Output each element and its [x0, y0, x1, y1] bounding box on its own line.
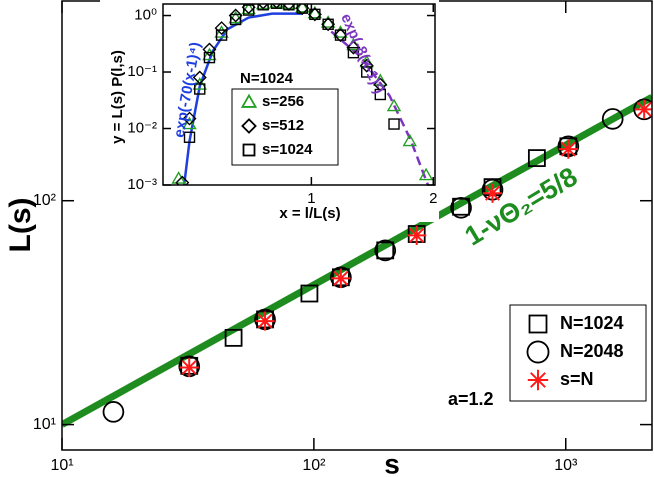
marker-square — [242, 4, 255, 16]
marker-square — [361, 66, 373, 78]
marker-diamond — [295, 4, 310, 16]
y-tick-label: 10⁻¹ — [127, 63, 157, 80]
y-axis-label: L(s) — [4, 198, 37, 253]
x-tick-label: 2 — [429, 190, 437, 207]
marker-star — [634, 99, 652, 119]
marker-triangle — [373, 73, 388, 86]
marker-diamond — [257, 4, 269, 10]
marker-square — [527, 149, 546, 168]
marker-circle — [102, 401, 125, 423]
marker-square — [183, 131, 196, 143]
marker-square — [224, 328, 243, 347]
marker-diamond — [373, 77, 388, 92]
legend-marker — [242, 143, 256, 157]
marker-triangle — [402, 133, 417, 147]
legend-marker — [527, 369, 549, 391]
legend-label: s=1024 — [262, 141, 313, 158]
marker-square — [194, 83, 206, 95]
marker-diamond — [175, 175, 190, 185]
marker-square — [347, 46, 360, 59]
marker-square — [257, 4, 269, 11]
marker-star — [255, 311, 275, 331]
marker-square — [215, 29, 228, 41]
marker-square — [296, 4, 309, 14]
marker-diamond — [202, 42, 217, 57]
marker-circle — [374, 239, 397, 262]
marker-square — [322, 18, 334, 30]
y-tick-label: 10⁻³ — [127, 176, 157, 193]
marker-triangle — [281, 4, 297, 10]
marker-square — [376, 241, 395, 260]
annotation: a=1.2 — [448, 389, 494, 409]
marker-diamond — [321, 17, 336, 32]
curve — [330, 30, 430, 185]
legend-marker — [528, 314, 548, 334]
plot-frame — [162, 3, 436, 186]
marker-circle — [450, 196, 472, 219]
marker-star — [179, 357, 199, 378]
marker-square — [300, 284, 319, 303]
curve — [62, 94, 652, 428]
marker-diamond — [214, 21, 229, 36]
legend-label: s=512 — [262, 117, 304, 134]
marker-triangle — [182, 116, 197, 130]
marker-triangle — [202, 47, 217, 61]
plot-area — [171, 4, 434, 185]
marker-square — [203, 51, 216, 64]
x-tick-label: 10² — [302, 457, 326, 474]
marker-diamond — [359, 58, 374, 73]
marker-diamond — [228, 8, 243, 23]
marker-diamond — [182, 111, 197, 126]
legend-marker — [240, 93, 258, 108]
marker-diamond — [307, 7, 322, 22]
legend-label: s=N — [560, 369, 594, 389]
legend-marker — [241, 118, 257, 134]
marker-triangle — [295, 4, 310, 13]
marker-circle — [601, 108, 624, 130]
x-tick-label: 1 — [307, 190, 315, 207]
marker-circle — [633, 98, 652, 121]
marker-star — [482, 183, 503, 203]
x-tick-label: 10³ — [554, 457, 578, 474]
legend-title: N=1024 — [240, 70, 294, 87]
marker-square — [270, 4, 283, 9]
marker-square — [229, 13, 242, 26]
marker-star — [558, 139, 578, 159]
x-axis-label: s — [384, 448, 400, 477]
inset-y-axis-label: y = L(s) P(l,s) — [109, 50, 126, 144]
marker-triangle — [307, 5, 323, 19]
marker-star — [407, 225, 427, 245]
marker-square — [388, 118, 400, 130]
y-tick-label: 10⁻² — [127, 119, 157, 136]
marker-star — [331, 268, 351, 288]
marker-square — [334, 29, 347, 41]
fit-annotation: 1-νΘ₂=5/8 — [460, 161, 583, 251]
marker-square — [374, 88, 387, 101]
y-tick-label: 10⁰ — [134, 6, 157, 23]
marker-triangle — [228, 10, 243, 24]
marker-triangle — [418, 167, 434, 181]
legend-label: N=2048 — [560, 341, 624, 361]
y-tick-label: 10² — [33, 192, 57, 209]
plot-area — [62, 94, 652, 428]
y-tick-label: 10¹ — [33, 416, 56, 433]
inset-x-axis-label: x = l/L(s) — [279, 205, 340, 222]
marker-diamond — [333, 28, 348, 43]
legend-marker — [526, 340, 550, 364]
marker-triangle — [386, 98, 402, 112]
x-tick-label: 10¹ — [50, 457, 73, 474]
legend-label: N=1024 — [560, 313, 624, 333]
marker-square — [309, 8, 321, 21]
legend-label: s=256 — [262, 93, 304, 110]
legend-box — [231, 88, 339, 166]
marker-diamond — [346, 40, 361, 55]
marker-square — [283, 4, 295, 11]
